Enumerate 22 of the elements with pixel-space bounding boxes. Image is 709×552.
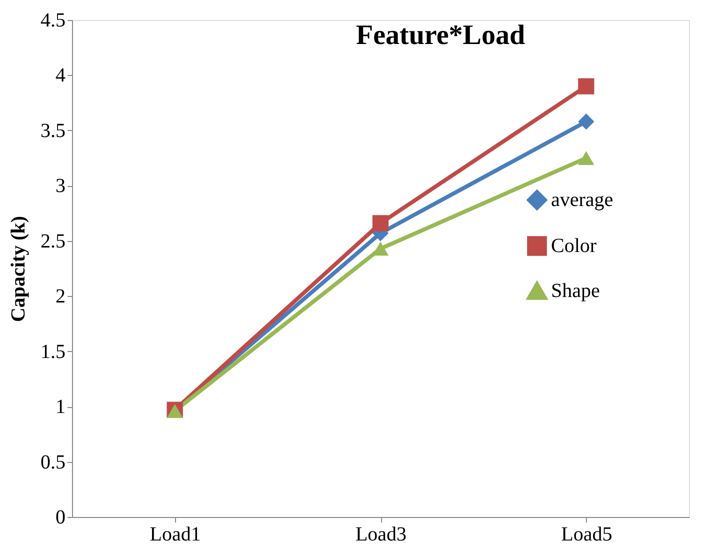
chart-title: Feature*Load: [356, 20, 526, 51]
y-tick-label: 2.5: [40, 230, 66, 252]
y-tick-label: 1.5: [40, 340, 66, 363]
x-tick-label: Load1: [150, 524, 201, 546]
point: [372, 215, 389, 232]
legend-label: average: [551, 189, 614, 211]
legend-label: Color: [551, 235, 597, 257]
y-tick-label: 0.5: [40, 451, 66, 474]
y-axis-title: Capacity (k): [8, 216, 30, 322]
point: [578, 151, 594, 166]
point: [578, 78, 594, 94]
y-tick-label: 1: [56, 396, 66, 418]
y-tick-label: 4.5: [40, 10, 66, 32]
x-tick-label: Load5: [561, 524, 612, 546]
y-tick-label: 3.5: [40, 120, 66, 142]
y-tick-label: 3: [56, 175, 66, 198]
y-tick-label: 2: [56, 286, 66, 308]
point: [578, 114, 594, 130]
legend-label: Shape: [551, 280, 600, 302]
x-tick-label: Load3: [355, 524, 407, 546]
y-tick-label: 0: [56, 506, 66, 528]
y-tick-label: 4: [56, 64, 66, 87]
